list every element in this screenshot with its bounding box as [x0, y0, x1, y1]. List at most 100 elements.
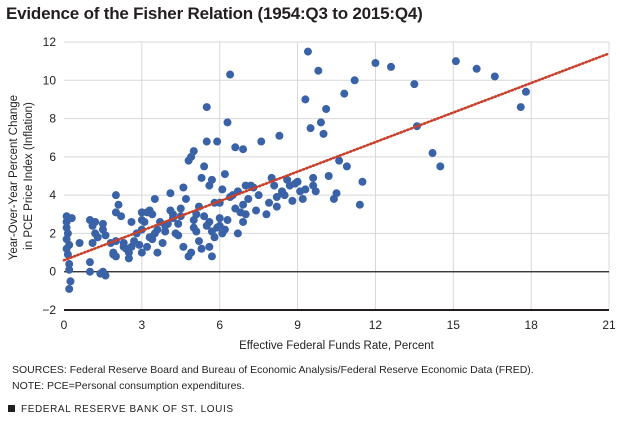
x-tick-label: 3: [139, 318, 146, 332]
data-point: [101, 231, 110, 240]
x-tick-label: 12: [369, 318, 383, 332]
data-point: [145, 233, 154, 242]
data-point: [231, 143, 240, 152]
data-point: [223, 216, 232, 225]
data-point: [66, 277, 75, 286]
data-point: [239, 200, 248, 209]
data-point: [200, 212, 209, 221]
data-point: [205, 242, 214, 251]
data-point: [119, 242, 128, 251]
data-point: [207, 175, 216, 184]
data-point: [197, 244, 206, 253]
y-tick-label: 12: [43, 35, 57, 49]
data-point: [324, 172, 333, 180]
x-tick-label: 18: [524, 318, 538, 332]
footer-text: FEDERAL RESERVE BANK OF ST. LOUIS: [21, 404, 234, 415]
data-points: [62, 47, 530, 293]
data-point: [239, 217, 248, 226]
data-point: [98, 219, 107, 228]
data-point: [436, 162, 445, 171]
data-point: [202, 221, 211, 230]
data-point: [213, 137, 222, 146]
y-tick-label: 4: [49, 188, 56, 202]
data-point: [303, 47, 312, 56]
data-point: [265, 198, 274, 207]
data-point: [176, 204, 185, 213]
data-point: [298, 194, 307, 203]
data-point: [85, 258, 94, 267]
x-tick-label: 9: [294, 318, 301, 332]
data-point: [184, 252, 193, 261]
data-point: [301, 95, 310, 104]
data-point: [319, 129, 328, 138]
y-tick-label: 10: [43, 73, 57, 87]
data-point: [75, 239, 84, 247]
data-point: [521, 87, 530, 96]
data-point: [270, 181, 279, 190]
data-point: [202, 137, 211, 146]
data-point: [93, 233, 102, 242]
data-point: [88, 239, 97, 247]
y-axis-label-line1: Year-Over-Year Percent Change: [8, 95, 20, 260]
y-tick-label: −2: [42, 303, 56, 317]
data-point: [288, 196, 297, 205]
data-point: [65, 260, 74, 269]
data-point: [358, 177, 367, 186]
y-tick-labels: −2 0 2 4 6 8 10 12: [42, 35, 56, 317]
data-point: [340, 89, 349, 98]
data-point: [189, 216, 198, 225]
data-point: [355, 200, 364, 209]
data-point: [387, 62, 395, 71]
data-point: [342, 162, 351, 171]
data-point: [140, 217, 149, 226]
x-axis-label: Effective Federal Funds Rate, Percent: [239, 340, 435, 352]
data-point: [233, 229, 242, 238]
data-point: [231, 204, 240, 213]
data-point: [202, 103, 211, 112]
data-point: [153, 225, 162, 234]
data-point: [124, 254, 133, 263]
data-point: [272, 202, 281, 211]
trend-line: [62, 52, 611, 262]
data-point: [472, 64, 481, 73]
x-tick-label: 0: [61, 318, 68, 332]
x-tick-label: 6: [216, 318, 223, 332]
data-point: [148, 210, 157, 219]
data-point: [241, 210, 250, 219]
data-point: [189, 223, 198, 232]
y-tick-label: 2: [49, 226, 56, 240]
data-point: [275, 131, 284, 140]
x-tick-label: 15: [447, 318, 461, 332]
x-tick-label: 21: [602, 318, 616, 332]
data-point: [194, 237, 203, 246]
data-point: [254, 191, 263, 200]
sources-text: SOURCES: Federal Reserve Board and Burea…: [12, 364, 534, 376]
data-point: [428, 149, 437, 158]
data-point: [309, 173, 318, 182]
data-point: [189, 147, 198, 156]
data-point: [179, 242, 188, 251]
data-point: [311, 187, 320, 196]
data-point: [210, 233, 219, 242]
data-point: [117, 212, 126, 221]
data-point: [85, 267, 94, 276]
y-axis-label-line2: in PCE Price Index (Inflation): [23, 102, 35, 250]
data-point: [226, 70, 235, 79]
data-point: [257, 137, 266, 146]
data-point: [220, 170, 229, 179]
data-point: [200, 162, 209, 171]
data-point: [215, 214, 224, 223]
footer: FEDERAL RESERVE BANK OF ST. LOUIS: [8, 404, 234, 415]
data-point: [181, 194, 190, 203]
data-point: [244, 194, 253, 203]
data-point: [451, 57, 460, 66]
y-axis-label: Year-Over-Year Percent Change in PCE Pri…: [8, 92, 35, 261]
data-point: [67, 214, 76, 223]
data-point: [207, 252, 216, 261]
data-point: [166, 189, 175, 198]
data-point: [109, 250, 118, 259]
data-point: [516, 103, 525, 112]
data-point: [179, 183, 188, 192]
data-point: [322, 105, 331, 113]
note-text: NOTE: PCE=Personal consumption expenditu…: [12, 380, 245, 392]
